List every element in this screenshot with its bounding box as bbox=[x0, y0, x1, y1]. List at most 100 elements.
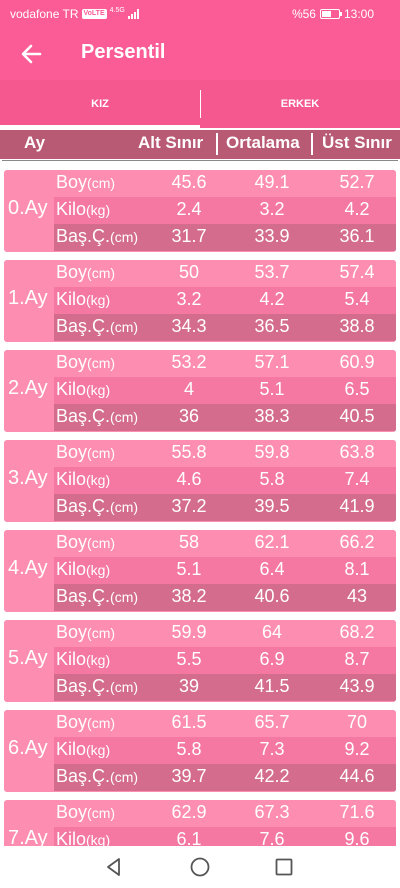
min-value: 38.2 bbox=[171, 586, 207, 606]
battery-icon bbox=[319, 9, 342, 19]
measure-unit: (cm) bbox=[87, 445, 116, 461]
head-label: Baş.Ç.(cm) bbox=[56, 496, 138, 517]
measure-name: Kilo bbox=[56, 379, 87, 399]
measure-name: Baş.Ç. bbox=[56, 676, 111, 696]
head-row: Baş.Ç.(cm) 38.2 40.6 43 bbox=[54, 584, 396, 611]
avg-value: 39.5 bbox=[254, 496, 290, 516]
measure-name: Boy bbox=[56, 172, 88, 192]
avg-value: 62.1 bbox=[254, 532, 290, 552]
head-label: Baş.Ç.(cm) bbox=[56, 226, 138, 247]
avg-value: 40.6 bbox=[254, 586, 290, 606]
measure-name: Baş.Ç. bbox=[56, 316, 111, 336]
battery-percent: %56 bbox=[291, 7, 316, 21]
measure-unit: (cm) bbox=[87, 175, 116, 191]
measure-name: Boy bbox=[56, 532, 88, 552]
measure-name: Baş.Ç. bbox=[56, 496, 111, 516]
avg-value: 38.3 bbox=[254, 406, 290, 426]
max-value: 52.7 bbox=[339, 172, 375, 192]
header-separator bbox=[2, 160, 398, 161]
month-label: 4.Ay bbox=[8, 557, 48, 579]
head-row: Baş.Ç.(cm) 36 38.3 40.5 bbox=[54, 404, 396, 431]
network-type: 4.5G bbox=[109, 6, 125, 14]
tab-erkek[interactable]: ERKEK bbox=[280, 98, 320, 110]
avg-value: 42.2 bbox=[254, 766, 290, 786]
nav-bar bbox=[0, 846, 400, 888]
weight-row: Kilo(kg) 4.6 5.8 7.4 bbox=[54, 467, 396, 494]
measure-unit: (kg) bbox=[86, 652, 111, 668]
month-card: 0.Ay Boy(cm) 45.6 49.1 52.7 Kilo(kg) 2.4 3.2 4.2… bbox=[4, 170, 396, 252]
height-row: Boy(cm) 55.8 59.8 63.8 bbox=[54, 440, 396, 467]
percentile-list[interactable]: 0.Ay Boy(cm) 45.6 49.1 52.7 Kilo(kg) 2.4 3.2 4.2… bbox=[0, 162, 400, 846]
max-value: 70 bbox=[346, 712, 368, 732]
measure-unit: (kg) bbox=[86, 382, 111, 398]
weight-row: Kilo(kg) 4 5.1 6.5 bbox=[54, 377, 396, 404]
head-label: Baş.Ç.(cm) bbox=[56, 586, 138, 607]
status-left: vodafone TR VoLTE 4.5G bbox=[10, 7, 139, 21]
max-value: 36.1 bbox=[339, 226, 375, 246]
measure-unit: (cm) bbox=[87, 355, 116, 371]
arrow-left-icon[interactable] bbox=[18, 40, 46, 68]
min-value: 4.6 bbox=[176, 469, 202, 489]
min-value: 5.5 bbox=[176, 649, 202, 669]
measure-name: Boy bbox=[56, 622, 88, 642]
measure-name: Baş.Ç. bbox=[56, 226, 111, 246]
min-value: 39 bbox=[178, 676, 200, 696]
weight-label: Kilo(kg) bbox=[56, 379, 110, 400]
min-value: 5.8 bbox=[176, 739, 202, 759]
measure-unit: (cm) bbox=[110, 769, 139, 785]
max-value: 57.4 bbox=[339, 262, 375, 282]
page-title: Persentil bbox=[81, 41, 166, 63]
min-value: 53.2 bbox=[171, 352, 207, 372]
month-label: 5.Ay bbox=[8, 647, 48, 669]
measure-unit: (cm) bbox=[110, 229, 139, 245]
weight-label: Kilo(kg) bbox=[56, 559, 110, 580]
max-value: 66.2 bbox=[339, 532, 375, 552]
month-card: 2.Ay Boy(cm) 53.2 57.1 60.9 Kilo(kg) 4 5.1 6.5 Ba… bbox=[4, 350, 396, 432]
head-row: Baş.Ç.(cm) 39.7 42.2 44.6 bbox=[54, 764, 396, 791]
signal-icon bbox=[127, 9, 139, 19]
tab-divider bbox=[200, 90, 201, 118]
avg-value: 4.2 bbox=[259, 289, 285, 309]
height-label: Boy(cm) bbox=[56, 442, 115, 463]
weight-row: Kilo(kg) 5.8 7.3 9.2 bbox=[54, 737, 396, 764]
max-value: 60.9 bbox=[339, 352, 375, 372]
avg-value: 7.3 bbox=[259, 739, 285, 759]
max-value: 44.6 bbox=[339, 766, 375, 786]
tab-kiz[interactable]: KIZ bbox=[91, 98, 109, 110]
avg-value: 5.1 bbox=[259, 379, 285, 399]
measure-unit: (kg) bbox=[86, 832, 111, 846]
measure-unit: (cm) bbox=[87, 625, 116, 641]
avg-value: 49.1 bbox=[254, 172, 290, 192]
header-month: Ay bbox=[24, 133, 46, 152]
square-recents-icon[interactable] bbox=[273, 856, 295, 878]
triangle-back-icon[interactable] bbox=[103, 856, 125, 878]
weight-label: Kilo(kg) bbox=[56, 649, 110, 670]
measure-unit: (kg) bbox=[86, 562, 111, 578]
measure-unit: (cm) bbox=[87, 805, 116, 821]
measure-name: Boy bbox=[56, 442, 88, 462]
month-card: 1.Ay Boy(cm) 50 53.7 57.4 Kilo(kg) 3.2 4.2 5.4 Ba… bbox=[4, 260, 396, 342]
month-card: 6.Ay Boy(cm) 61.5 65.7 70 Kilo(kg) 5.8 7.3 9.2 Ba… bbox=[4, 710, 396, 792]
status-right: %56 13:00 bbox=[292, 7, 374, 21]
max-value: 68.2 bbox=[339, 622, 375, 642]
avg-value: 5.8 bbox=[259, 469, 285, 489]
min-value: 50 bbox=[178, 262, 200, 282]
avg-value: 36.5 bbox=[254, 316, 290, 336]
avg-value: 3.2 bbox=[259, 199, 285, 219]
head-label: Baş.Ç.(cm) bbox=[56, 316, 138, 337]
header-max: Üst Sınır bbox=[322, 133, 392, 152]
height-row: Boy(cm) 59.9 64 68.2 bbox=[54, 620, 396, 647]
max-value: 40.5 bbox=[339, 406, 375, 426]
measure-unit: (kg) bbox=[86, 202, 111, 218]
month-label: 0.Ay bbox=[8, 197, 48, 219]
circle-home-icon[interactable] bbox=[189, 856, 211, 878]
clock: 13:00 bbox=[343, 7, 374, 21]
min-value: 5.1 bbox=[176, 559, 202, 579]
measure-name: Boy bbox=[56, 712, 88, 732]
max-value: 8.1 bbox=[344, 559, 370, 579]
max-value: 9.6 bbox=[344, 829, 370, 846]
avg-value: 57.1 bbox=[254, 352, 290, 372]
max-value: 43.9 bbox=[339, 676, 375, 696]
weight-row: Kilo(kg) 3.2 4.2 5.4 bbox=[54, 287, 396, 314]
max-value: 71.6 bbox=[339, 802, 375, 822]
